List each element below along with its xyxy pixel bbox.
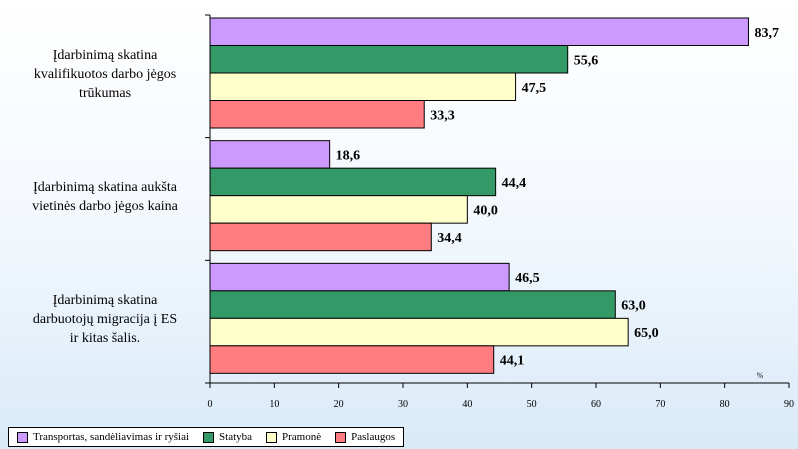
bar-2-0 <box>209 72 517 101</box>
legend-swatch <box>17 431 28 443</box>
data-label-2-1: 40,0 <box>473 203 498 218</box>
value-tick-label-0: 0 <box>208 399 213 410</box>
bar-2-1 <box>209 195 468 224</box>
value-tick-label-6: 60 <box>591 399 601 410</box>
data-label-1-0: 55,6 <box>574 53 599 68</box>
value-tick-label-7: 70 <box>655 399 665 410</box>
legend-item-1: Statyba <box>203 431 252 443</box>
legend-swatch <box>266 431 278 443</box>
data-label-2-2: 65,0 <box>634 326 659 341</box>
category-label-line: ir kitas šalis. <box>69 331 141 347</box>
legend: Transportas, sandėliavimas ir ryšiai Stat… <box>8 427 405 447</box>
value-tick-label-5: 50 <box>527 399 537 410</box>
category-label-line: Įdarbinimą skatina <box>52 47 158 63</box>
data-label-0-2: 46,5 <box>515 271 540 286</box>
bar-0-2 <box>209 262 510 292</box>
bar-1-2 <box>209 290 616 319</box>
data-label-0-1: 18,6 <box>336 148 361 163</box>
bar-0-0 <box>209 17 749 46</box>
value-tick-label-1: 10 <box>269 399 279 410</box>
category-label-line: trūkumas <box>78 85 132 101</box>
value-tick-label-3: 30 <box>398 399 408 410</box>
category-label-2: Įdarbinimą skatina darbuotojų migracija į… <box>6 291 204 348</box>
data-label-2-0: 47,5 <box>522 81 547 96</box>
legend-label: Paslaugos <box>351 431 396 443</box>
category-label-line: Įdarbinimą skatina <box>52 293 158 309</box>
category-label-line: darbuotojų migracija į ES <box>32 312 178 328</box>
bar-3-0 <box>209 100 425 129</box>
data-label-1-1: 44,4 <box>502 176 527 191</box>
unit-label: % <box>757 371 764 380</box>
legend-swatch <box>203 431 215 443</box>
category-label-0: Įdarbinimą skatina kvalifikuotos darbo jė… <box>6 46 204 103</box>
legend-swatch <box>335 431 347 443</box>
bar-3-2 <box>209 345 495 374</box>
bar-1-0 <box>209 45 569 74</box>
data-label-3-0: 33,3 <box>430 108 455 123</box>
value-tick-label-4: 40 <box>462 399 472 410</box>
value-tick-label-8: 80 <box>720 399 730 410</box>
legend-item-0: Transportas, sandėliavimas ir ryšiai <box>17 431 189 443</box>
data-label-3-2: 44,1 <box>500 354 524 369</box>
category-label-1: Įdarbinimą skatina aukšta vietinės darbo … <box>6 178 204 216</box>
value-tick-label-9: 90 <box>784 399 794 410</box>
legend-label: Pramonė <box>282 431 322 443</box>
legend-item-3: Paslaugos <box>335 431 395 443</box>
data-label-3-1: 34,4 <box>437 231 462 246</box>
legend-item-2: Pramonė <box>266 431 321 443</box>
bar-1-1 <box>209 167 497 197</box>
category-label-line: Įdarbinimą skatina aukšta <box>33 180 177 195</box>
legend-label: Transportas, sandėliavimas ir ryšiai <box>33 431 190 443</box>
bar-2-2 <box>209 317 629 347</box>
legend-label: Statyba <box>219 431 253 443</box>
data-label-1-2: 63,0 <box>621 299 646 314</box>
category-label-line: vietinės darbo jėgos kaina <box>32 199 178 214</box>
category-label-line: kvalifikuotos darbo jėgos <box>33 66 177 82</box>
bar-3-1 <box>209 222 432 252</box>
value-tick-label-2: 20 <box>334 399 344 410</box>
bar-0-1 <box>209 140 331 169</box>
data-label-0-0: 83,7 <box>754 26 779 41</box>
